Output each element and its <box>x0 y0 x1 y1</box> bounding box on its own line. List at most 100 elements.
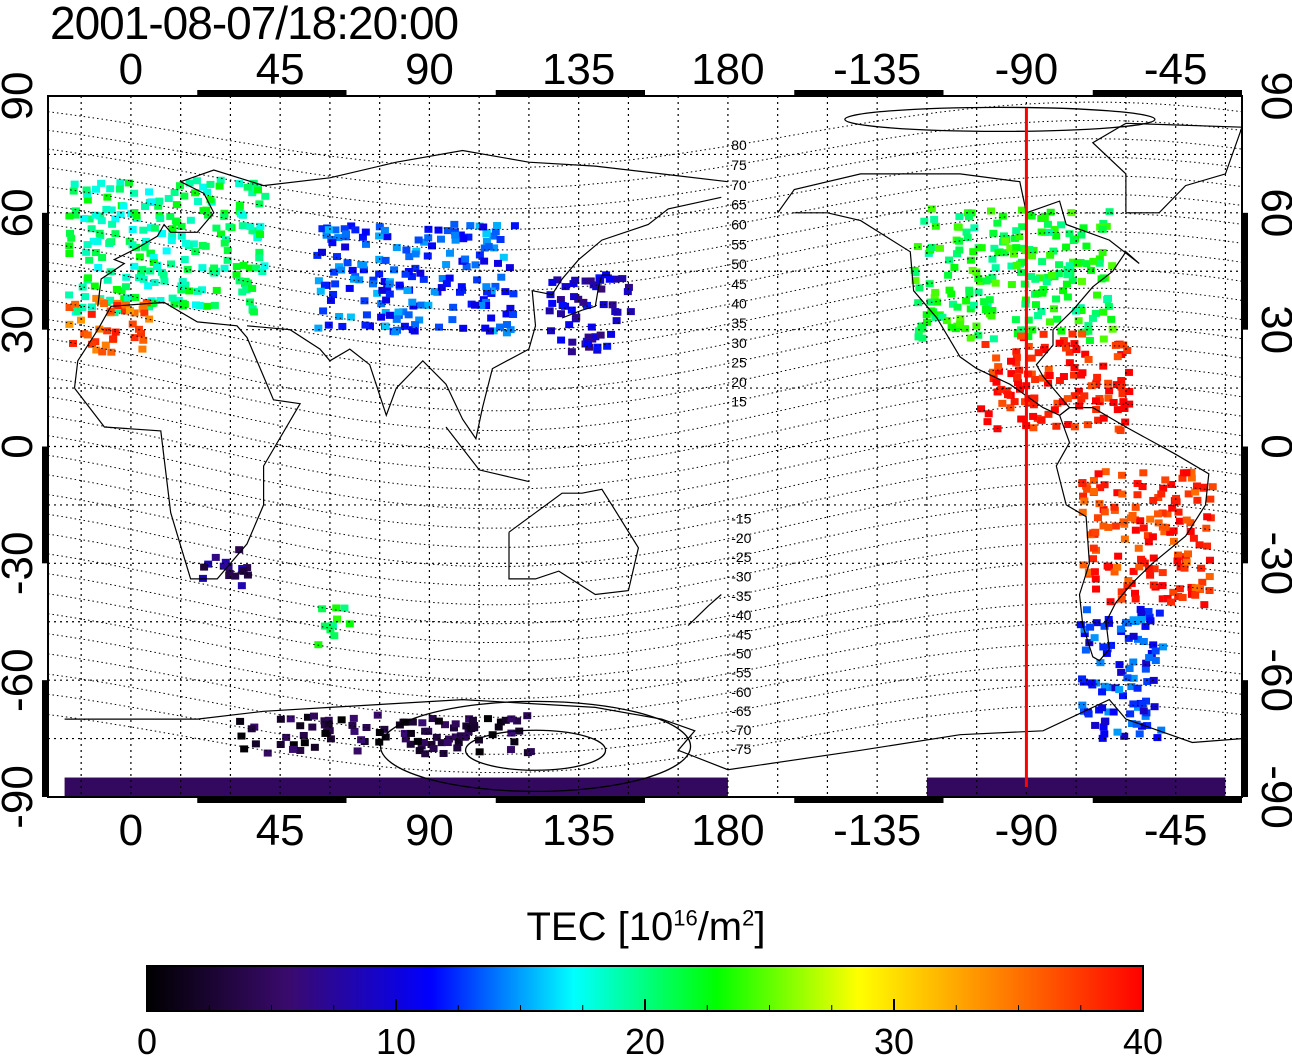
tec-cell <box>942 317 951 325</box>
tec-cell <box>1123 582 1132 590</box>
tec-cell <box>194 197 203 205</box>
tec-cell <box>1069 236 1078 244</box>
tec-cell <box>989 375 998 383</box>
tec-cell <box>115 185 124 193</box>
tec-cell <box>395 281 404 289</box>
tec-cell <box>459 235 468 243</box>
tec-cell <box>1015 366 1024 374</box>
tec-cell <box>1077 307 1086 315</box>
tec-cell <box>1142 659 1151 667</box>
tec-cell <box>203 302 212 310</box>
tec-cell <box>1123 346 1132 354</box>
tec-cell <box>1149 581 1158 589</box>
tec-region-5 <box>977 330 1134 435</box>
tec-cell <box>216 230 225 238</box>
left-lat-tick-label: 90 <box>0 72 42 121</box>
tec-cell <box>1062 243 1071 251</box>
left-lat-tick-label: 30 <box>0 305 42 354</box>
tec-cell <box>1139 469 1148 477</box>
tec-cell <box>419 275 428 283</box>
colorbar-tick-label: 40 <box>1123 1021 1163 1057</box>
tec-cell <box>139 226 148 234</box>
tec-cell <box>1157 726 1166 734</box>
tec-cell <box>1007 370 1016 378</box>
tec-cell <box>1096 484 1105 492</box>
tec-cell <box>235 277 244 285</box>
tec-cell <box>320 717 329 725</box>
tec-cell <box>1095 500 1104 508</box>
frame-bar <box>1242 680 1248 797</box>
tec-cell <box>1076 621 1085 629</box>
tec-cell <box>1020 280 1029 288</box>
tec-cell <box>1184 490 1193 498</box>
tec-cell <box>402 246 411 254</box>
tec-cell <box>607 330 616 338</box>
tec-cell <box>385 280 394 288</box>
tec-cell <box>154 202 163 210</box>
tec-cell <box>319 307 328 315</box>
tec-cell <box>406 729 415 737</box>
tec-cell <box>451 733 460 741</box>
tec-cell <box>510 738 519 746</box>
right-lat-tick-label: 90 <box>1252 72 1292 121</box>
tec-cell <box>130 309 139 317</box>
tec-cell <box>255 200 264 208</box>
tec-cell <box>1059 337 1068 345</box>
tec-cell <box>983 301 992 309</box>
tec-cell <box>496 323 505 331</box>
tec-cell <box>965 286 974 294</box>
tec-cell <box>71 300 80 308</box>
tec-cell <box>1065 262 1074 270</box>
tec-cell <box>584 333 593 341</box>
tec-cell <box>1105 387 1114 395</box>
tec-cell <box>288 745 297 753</box>
tec-cell <box>1078 701 1087 709</box>
frame-bar <box>495 797 645 803</box>
tec-cell <box>988 273 997 281</box>
mag-lat-label: 50 <box>731 256 747 272</box>
tec-cell <box>1093 514 1102 522</box>
tec-cell <box>348 721 357 729</box>
tec-cell <box>71 207 80 215</box>
tec-cell <box>1113 353 1122 361</box>
tec-cell <box>608 301 617 309</box>
frame-bar <box>197 797 347 803</box>
tec-cell <box>235 180 244 188</box>
tec-cell <box>82 248 91 256</box>
tec-cell <box>1137 555 1146 563</box>
tec-cell <box>493 259 502 267</box>
tec-cell <box>1069 258 1078 266</box>
tec-cell <box>586 277 595 285</box>
tec-cell <box>1191 584 1200 592</box>
tec-cell <box>470 724 479 732</box>
tec-cell <box>1151 657 1160 665</box>
tec-cell <box>1144 565 1153 573</box>
tec-cell <box>1160 528 1169 536</box>
tec-cell <box>1143 678 1152 686</box>
tec-cell <box>421 750 430 758</box>
tec-cell <box>1089 476 1098 484</box>
tec-cell <box>245 298 254 306</box>
tec-cell <box>1011 316 1020 324</box>
tec-cell <box>1053 399 1062 407</box>
tec-cell <box>1138 483 1147 491</box>
tec-cell <box>483 288 492 296</box>
tec-cell <box>1035 274 1044 282</box>
tec-cell <box>1094 470 1103 478</box>
tec-cell <box>149 254 158 262</box>
tec-cell <box>509 290 518 298</box>
tec-cell <box>1093 373 1102 381</box>
tec-cell <box>65 291 74 299</box>
tec-cell <box>1123 674 1132 682</box>
tec-cell <box>1205 556 1214 564</box>
tec-cell <box>167 260 176 268</box>
tec-cell <box>1161 476 1170 484</box>
tec-cell <box>411 321 420 329</box>
tec-cell <box>502 310 511 318</box>
tec-cell <box>78 303 87 311</box>
tec-cell <box>1087 382 1096 390</box>
tec-cell <box>355 276 364 284</box>
tec-cell <box>950 263 959 271</box>
tec-cell <box>140 243 149 251</box>
mag-lat-contour <box>47 622 1243 700</box>
